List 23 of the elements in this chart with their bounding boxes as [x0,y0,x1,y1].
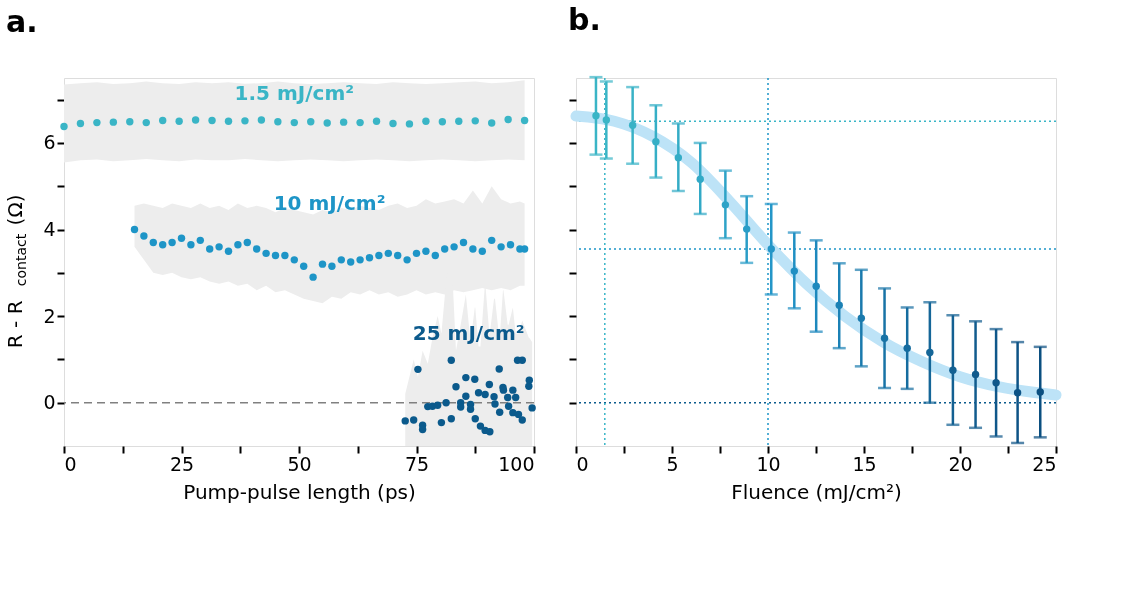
chart-title: b. [568,1,601,37]
x-tick-label: 20 [948,452,973,475]
x-axis-title: Pump-pulse length (ps) [183,479,416,504]
x-tick-label: 0 [576,452,589,475]
series-label: 10 mJ/cm² [273,190,386,215]
x-tick-label: 15 [852,452,877,475]
x-tick-label: 25 [169,452,195,475]
y-tick-label: 4 [43,218,56,241]
x-tick-label: 5 [666,452,679,475]
x-tick-label: 100 [498,452,535,475]
chart-title: a. [6,4,38,39]
x-axis-title: Fluence (mJ/cm²) [731,479,902,504]
y-axis-title: R - Rcontact (Ω) [3,194,29,349]
series-label: 25 mJ/cm² [412,321,525,346]
y-tick-label: 0 [43,391,56,414]
y-tick-label: 2 [43,304,56,327]
x-tick-label: 10 [756,452,781,475]
x-tick-label: 0 [64,452,77,475]
y-tick-label: 6 [43,131,56,154]
x-tick-label: 50 [287,452,312,475]
x-tick-label: 25 [1032,452,1057,475]
series-label: 1.5 mJ/cm² [234,80,355,105]
x-tick-label: 75 [404,452,430,475]
